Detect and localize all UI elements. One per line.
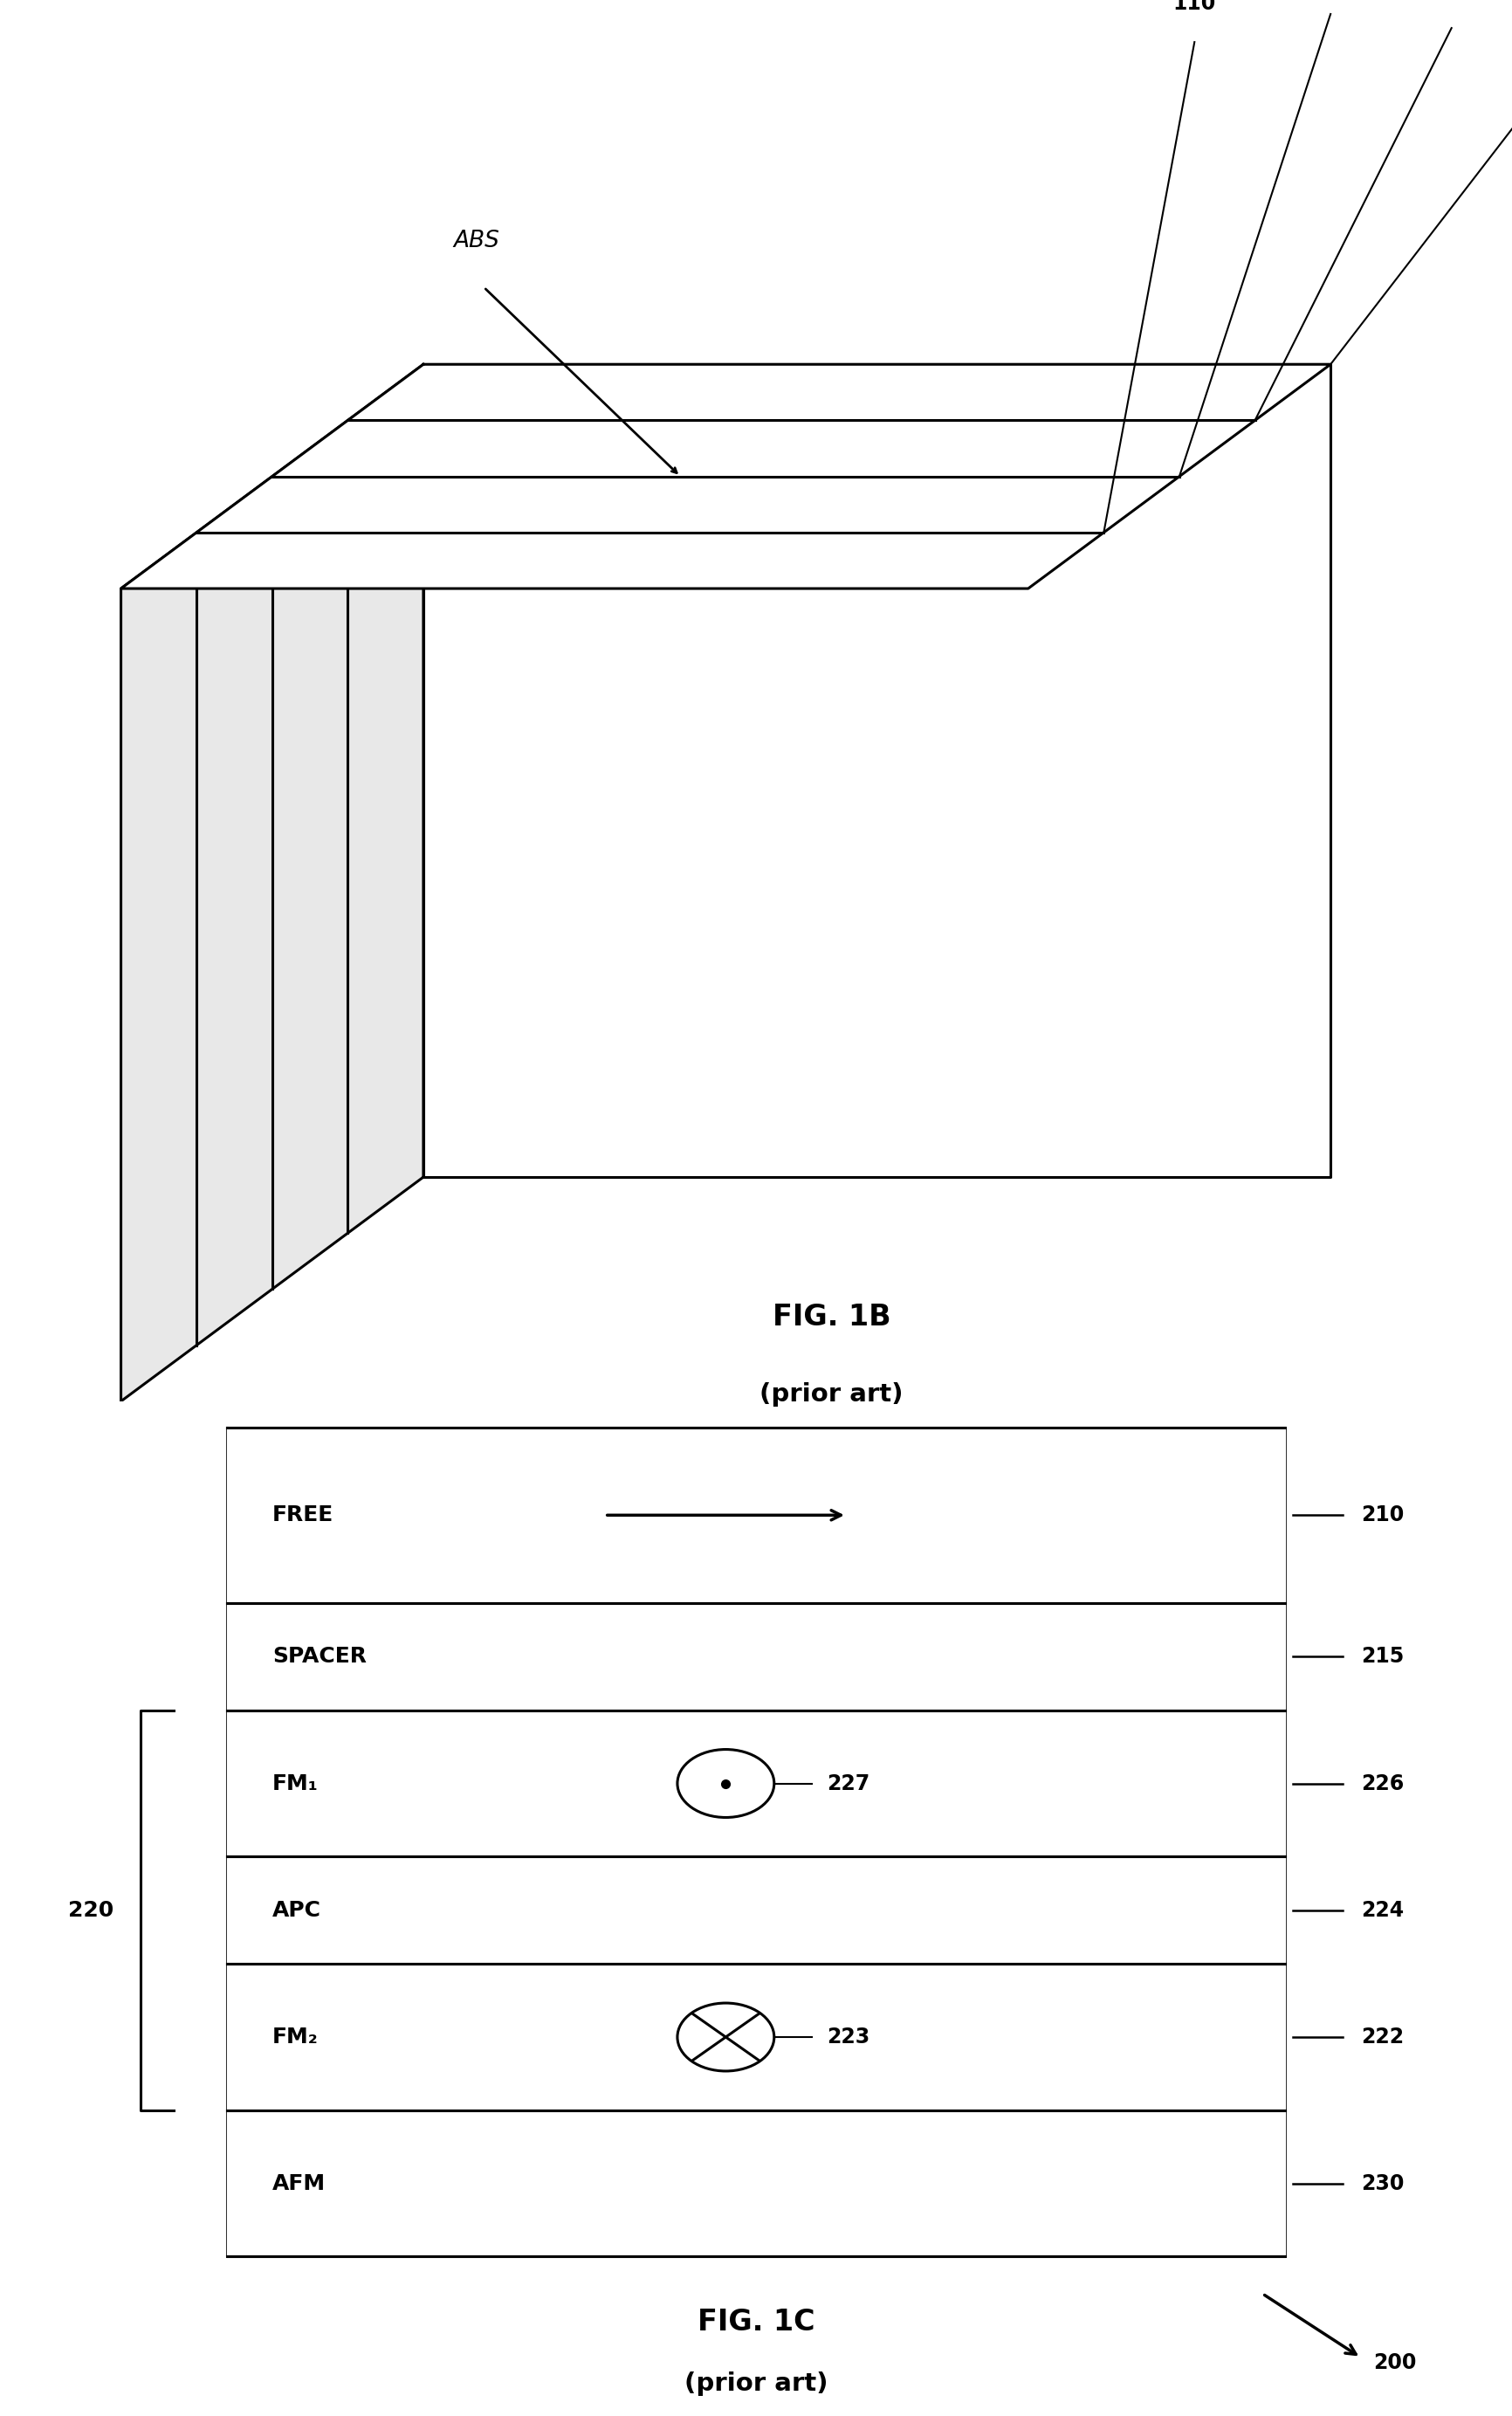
Text: 224: 224 [1361, 1899, 1403, 1921]
Polygon shape [121, 365, 1331, 590]
Text: 220: 220 [68, 1899, 113, 1921]
Text: 230: 230 [1361, 2172, 1405, 2194]
Polygon shape [227, 1602, 1285, 1711]
Polygon shape [121, 365, 423, 1401]
Text: 227: 227 [827, 1773, 869, 1795]
Polygon shape [227, 1964, 1285, 2109]
Text: ABS: ABS [454, 230, 500, 251]
Text: (prior art): (prior art) [761, 1382, 903, 1406]
Text: FM₁: FM₁ [272, 1773, 318, 1795]
Text: APC: APC [272, 1899, 321, 1921]
Polygon shape [227, 1711, 1285, 1855]
Polygon shape [227, 2109, 1285, 2257]
Text: SPACER: SPACER [272, 1645, 366, 1667]
Polygon shape [227, 1428, 1285, 1602]
Polygon shape [227, 1855, 1285, 1964]
Text: AFM: AFM [272, 2172, 325, 2194]
Text: 110: 110 [1173, 0, 1216, 14]
Text: (prior art): (prior art) [685, 2373, 827, 2397]
Text: FREE: FREE [272, 1505, 334, 1524]
Text: FIG. 1C: FIG. 1C [697, 2307, 815, 2336]
Text: 215: 215 [1361, 1645, 1403, 1667]
Text: 226: 226 [1361, 1773, 1403, 1795]
Text: 223: 223 [827, 2027, 869, 2046]
Text: FIG. 1B: FIG. 1B [773, 1302, 891, 1331]
Text: 200: 200 [1373, 2353, 1417, 2373]
Polygon shape [423, 365, 1331, 1177]
Text: FM₂: FM₂ [272, 2027, 318, 2046]
Text: 210: 210 [1361, 1505, 1403, 1524]
Text: 222: 222 [1361, 2027, 1403, 2046]
